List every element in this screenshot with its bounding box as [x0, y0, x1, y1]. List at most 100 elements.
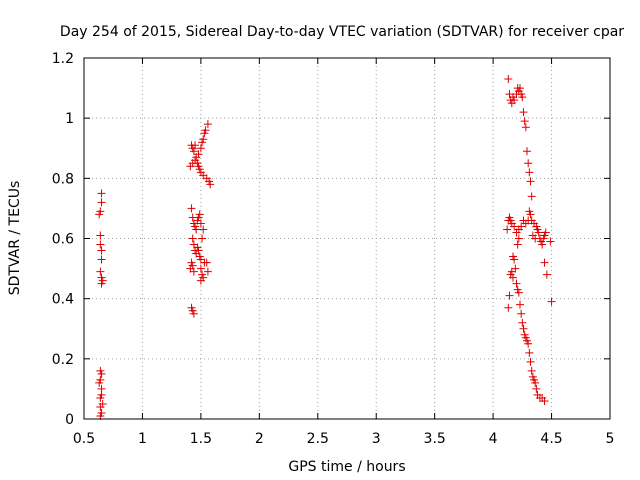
x-tick-label: 3.5 — [424, 431, 446, 447]
x-tick-label: 2.5 — [307, 431, 329, 447]
data-point — [195, 210, 204, 219]
data-point — [546, 237, 555, 246]
data-point — [198, 234, 207, 243]
data-point — [541, 228, 550, 237]
data-point — [510, 96, 519, 105]
data-point — [517, 309, 526, 318]
data-point — [191, 141, 200, 150]
data-point — [96, 207, 105, 216]
x-tick-label: 4 — [489, 431, 498, 447]
x-tick-label: 1.5 — [190, 431, 212, 447]
x-tick-label: 5 — [606, 431, 615, 447]
data-point — [512, 279, 521, 288]
data-point — [194, 150, 203, 159]
data-point — [96, 267, 105, 276]
data-point — [514, 288, 523, 297]
data-point — [512, 228, 521, 237]
data-point — [508, 273, 517, 282]
data-point — [526, 210, 535, 219]
data-point — [97, 369, 106, 378]
data-point — [526, 177, 535, 186]
data-point — [518, 318, 527, 327]
data-point — [503, 225, 512, 234]
data-point — [521, 123, 530, 132]
data-point — [524, 339, 533, 348]
data-point — [514, 234, 523, 243]
y-tick-label: 1 — [65, 111, 74, 127]
data-point — [202, 258, 211, 267]
data-point — [199, 135, 208, 144]
data-point — [201, 126, 210, 135]
data-point — [538, 240, 547, 249]
data-point — [532, 384, 541, 393]
data-point — [192, 225, 201, 234]
data-point — [95, 378, 104, 387]
data-point — [505, 291, 514, 300]
data-point — [199, 225, 208, 234]
data-point — [515, 300, 524, 309]
data-point — [203, 120, 212, 129]
data-point — [189, 267, 198, 276]
data-point — [96, 231, 105, 240]
grid-lines — [84, 58, 610, 419]
data-point — [97, 246, 106, 255]
data-point — [519, 216, 528, 225]
data-point — [528, 231, 537, 240]
data-point — [527, 192, 536, 201]
y-tick-label: 0.8 — [52, 171, 74, 187]
data-point — [196, 264, 205, 273]
x-tick-label: 0.5 — [73, 431, 95, 447]
y-tick-label: 0.4 — [52, 292, 74, 308]
data-point — [527, 366, 536, 375]
data-point — [96, 393, 105, 402]
y-tick-label: 1.2 — [52, 51, 74, 67]
data-point — [525, 168, 534, 177]
data-point — [196, 219, 205, 228]
data-point — [504, 303, 513, 312]
data-point — [510, 255, 519, 264]
y-axis-label: SDTVAR / TECUs — [7, 181, 23, 296]
data-point — [97, 198, 106, 207]
data-point — [525, 348, 534, 357]
data-point — [196, 144, 205, 153]
data-point — [540, 396, 549, 405]
plot-frame — [83, 57, 611, 420]
x-tick-label: 2 — [255, 431, 264, 447]
data-point — [519, 324, 528, 333]
data-point — [518, 93, 527, 102]
data-point — [189, 309, 198, 318]
data-point — [97, 279, 106, 288]
data-point — [523, 147, 532, 156]
data-point — [189, 147, 198, 156]
data-point — [513, 240, 522, 249]
data-point — [97, 189, 106, 198]
data-point — [196, 276, 205, 285]
data-point — [188, 234, 197, 243]
data-point — [96, 402, 105, 411]
data-point — [187, 204, 196, 213]
data-point — [203, 267, 212, 276]
data-point — [96, 240, 105, 249]
data-point — [97, 255, 106, 264]
data-point — [534, 228, 543, 237]
chart-title: Day 254 of 2015, Sidereal Day-to-day VTE… — [60, 24, 624, 40]
data-point — [194, 246, 203, 255]
data-point — [504, 75, 513, 84]
data-point — [519, 108, 528, 117]
data-point — [542, 270, 551, 279]
y-tick-label: 0.2 — [52, 352, 74, 368]
y-tick-label: 0 — [65, 412, 74, 428]
data-point — [526, 357, 535, 366]
data-point — [520, 117, 529, 126]
data-point — [540, 258, 549, 267]
data-point — [188, 159, 197, 168]
data-point — [515, 84, 524, 93]
data-point — [206, 180, 215, 189]
data-point — [547, 297, 556, 306]
x-tick-label: 3 — [372, 431, 381, 447]
x-tick-label: 1 — [138, 431, 147, 447]
y-tick-label: 0.6 — [52, 232, 74, 248]
x-tick-label: 4.5 — [540, 431, 562, 447]
axis-ticks: 0.5 1 1.5 2 2.5 3 3.5 4 4.5 5 0 0.2 0.4 0.6 0.8 1 1.2 — [52, 51, 615, 447]
